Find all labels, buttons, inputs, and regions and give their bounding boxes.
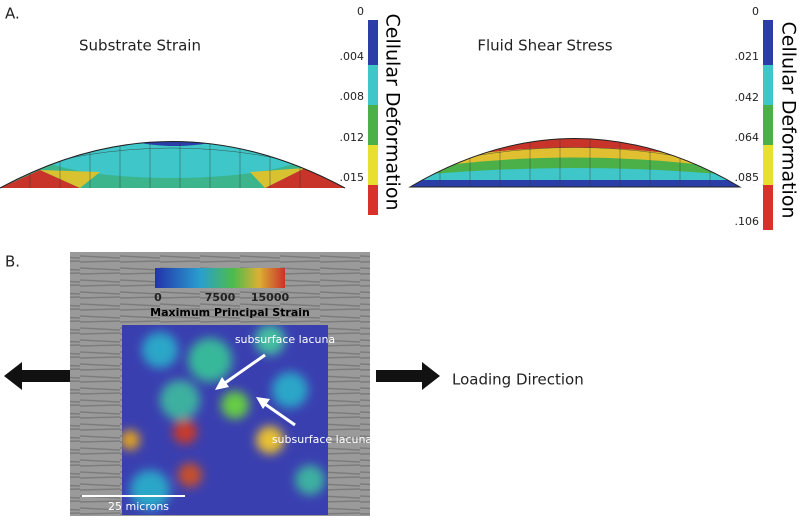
scale-tick-label: .012 [340, 131, 365, 144]
scale-tick-label: 0 [752, 5, 759, 18]
annotation: subsurface lacuna [272, 433, 372, 446]
dome [410, 138, 740, 187]
pointer-arrow [261, 400, 296, 427]
scale-tick-label: .042 [735, 91, 760, 104]
scale-title: Cellular Deformation [778, 22, 800, 219]
scale-tick-label: .015 [340, 171, 365, 184]
annotation-text: subsurface lacuna [272, 433, 372, 446]
pointer-head [256, 397, 270, 409]
scale-tick-label: .064 [735, 131, 760, 144]
scale-tick-label: .085 [735, 171, 760, 184]
scale-bar-label: 25 microns [108, 500, 169, 513]
panel-title: Fluid Shear Stress [477, 37, 612, 55]
direction-label: Loading Direction [452, 371, 584, 389]
annotation-text: subsurface lacuna [235, 333, 335, 346]
panel-title: Substrate Strain [79, 37, 201, 55]
color-scale [368, 20, 378, 215]
scale-tick-label: .106 [735, 215, 760, 228]
scale-tick-label: 15000 [251, 291, 290, 304]
dome-outline [0, 141, 346, 189]
dome [0, 141, 345, 188]
scale-title: Cellular Deformation [382, 14, 404, 211]
scale-title: Maximum Principal Strain [150, 306, 310, 319]
annotation: subsurface lacuna [235, 333, 335, 346]
scale-tick-label: .008 [340, 90, 365, 103]
pointer-arrow [221, 353, 266, 387]
strain-scale [155, 268, 285, 288]
scale-tick-label: 0 [357, 5, 364, 18]
scale-tick-label: 7500 [205, 291, 236, 304]
scale-tick-label: 0 [154, 291, 162, 304]
scale-tick-label: .021 [735, 50, 760, 63]
load-arrow [376, 362, 440, 390]
panel-label: A. [5, 5, 20, 23]
color-scale [763, 20, 773, 230]
panel-label: B. [5, 253, 20, 271]
heatmap [122, 325, 328, 515]
pointer-head [215, 377, 229, 390]
dome-outline [408, 138, 742, 188]
load-arrow [4, 362, 70, 390]
scale-tick-label: .004 [340, 50, 365, 63]
